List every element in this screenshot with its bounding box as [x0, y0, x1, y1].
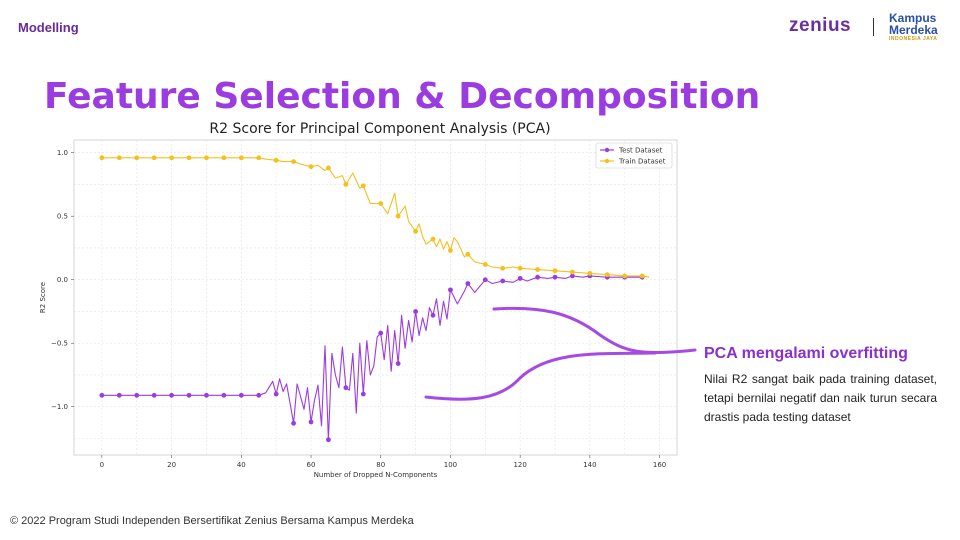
data-point-train [256, 155, 262, 161]
data-point-train [500, 265, 506, 271]
chart-title: R2 Score for Principal Component Analysi… [209, 121, 551, 137]
data-point-train [169, 155, 174, 161]
data-point-train [622, 273, 628, 279]
data-point-test [308, 419, 314, 425]
data-point-test [169, 392, 174, 398]
data-point-test [535, 274, 540, 280]
data-point-train [413, 229, 418, 234]
x-tick-label: 20 [167, 461, 176, 469]
legend-marker [604, 158, 610, 164]
data-point-train [448, 248, 453, 253]
x-tick-label: 40 [237, 461, 246, 469]
data-point-test [116, 392, 122, 398]
kampus-logo-sub: INDONESIA JAYA [889, 36, 938, 42]
zenius-logo: zenius [789, 15, 852, 36]
data-point-test [360, 391, 366, 397]
data-point-train [570, 269, 575, 275]
data-point-test [430, 312, 436, 318]
y-tick-label: 1.0 [57, 149, 68, 157]
data-point-test [570, 273, 575, 279]
data-point-train [552, 268, 558, 274]
data-point-test [326, 437, 331, 443]
data-point-test [448, 287, 453, 293]
data-point-train [134, 155, 140, 161]
y-tick-label: 0.5 [57, 213, 68, 221]
kampus-merdeka-logo: Kampus Merdeka INDONESIA JAYA [889, 12, 949, 42]
x-tick-label: 160 [653, 461, 666, 469]
data-point-test [395, 361, 401, 366]
slide-title: Feature Selection & Decomposition [44, 76, 761, 117]
data-point-test [517, 276, 523, 281]
x-tick-label: 140 [583, 461, 596, 469]
data-point-train [186, 155, 192, 161]
x-tick-label: 80 [376, 461, 385, 469]
data-point-test [204, 392, 209, 398]
kampus-logo-line2: Merdeka [889, 23, 938, 37]
data-point-train [360, 183, 366, 189]
x-axis-label: Number of Dropped N-Components [314, 471, 438, 479]
data-point-test [465, 281, 471, 286]
kampus-logo-line1: Kampus [889, 11, 937, 25]
logo-divider [873, 18, 874, 36]
footer-copyright: © 2022 Program Studi Independen Berserti… [10, 515, 414, 527]
data-point-test [500, 278, 506, 284]
data-point-test [343, 385, 349, 391]
data-point-train [517, 265, 523, 271]
data-point-train [221, 155, 227, 161]
y-tick-label: −1.0 [51, 403, 68, 411]
data-point-train [99, 155, 105, 161]
legend-label: Train Dataset [618, 158, 666, 166]
data-point-test [413, 309, 418, 314]
data-point-train [378, 201, 384, 206]
data-point-test [186, 392, 192, 398]
plot-area [73, 139, 678, 456]
data-point-train [343, 182, 349, 187]
data-point-test [238, 392, 244, 398]
series-line-test [101, 275, 643, 441]
y-tick-label: 0.0 [57, 276, 68, 284]
annotation-curve-lower [424, 351, 657, 401]
data-point-test [482, 277, 488, 283]
data-point-train [116, 155, 122, 161]
x-tick-label: 0 [100, 461, 104, 469]
annotation-body: Nilai R2 sangat baik pada training datas… [704, 372, 937, 424]
data-point-train [465, 251, 471, 257]
data-point-test [552, 274, 558, 280]
data-point-train [238, 155, 244, 161]
data-point-test [134, 392, 140, 398]
legend-marker [604, 147, 610, 153]
data-point-train [482, 262, 488, 267]
data-point-train [151, 155, 157, 161]
x-tick-label: 100 [444, 461, 457, 469]
y-tick-label: −0.5 [51, 340, 68, 348]
data-point-train [273, 157, 279, 163]
data-point-train [308, 164, 314, 170]
data-point-test [378, 330, 384, 336]
data-point-train [430, 236, 436, 242]
data-point-test [291, 420, 296, 426]
data-point-test [151, 392, 157, 398]
data-point-train [604, 272, 610, 278]
annotation-title: PCA mengalami overfitting [704, 345, 908, 362]
data-point-test [256, 392, 262, 398]
data-point-test [99, 392, 105, 398]
legend-box [595, 142, 673, 169]
y-axis-label: R2 Score [39, 282, 47, 313]
legend-label: Test Dataset [618, 147, 663, 155]
data-point-test [273, 391, 279, 397]
data-point-train [639, 273, 645, 279]
section-label: Modelling [18, 20, 79, 35]
x-tick-label: 120 [513, 461, 526, 469]
data-point-train [326, 165, 331, 171]
data-point-train [291, 159, 296, 164]
x-tick-label: 60 [307, 461, 316, 469]
data-point-train [204, 155, 209, 161]
data-point-train [395, 213, 401, 219]
data-point-train [587, 270, 593, 276]
data-point-test [221, 392, 227, 398]
data-point-train [535, 267, 540, 272]
